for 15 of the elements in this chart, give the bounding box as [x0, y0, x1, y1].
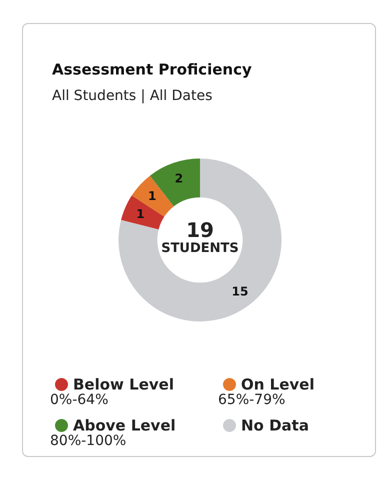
text: 19 — [186, 218, 214, 242]
text: STUDENTS — [161, 241, 239, 256]
data-label: 1 — [148, 188, 156, 203]
legend-label: Above Level — [73, 416, 176, 434]
chart-subtitle: All Students | All Dates — [52, 88, 212, 104]
legend-label: Below Level — [73, 376, 174, 394]
legend-label: No Data — [241, 416, 309, 434]
text: 65%-79% — [218, 392, 286, 408]
data-label: 2 — [174, 171, 184, 186]
data-label: 15 — [232, 284, 248, 298]
data-label: 1 — [136, 206, 145, 221]
legend-label: On Level — [241, 376, 314, 394]
chart-title: Assessment Proficiency — [52, 60, 252, 78]
text: 80%-100% — [50, 433, 126, 449]
text: 0%-64% — [50, 392, 108, 408]
